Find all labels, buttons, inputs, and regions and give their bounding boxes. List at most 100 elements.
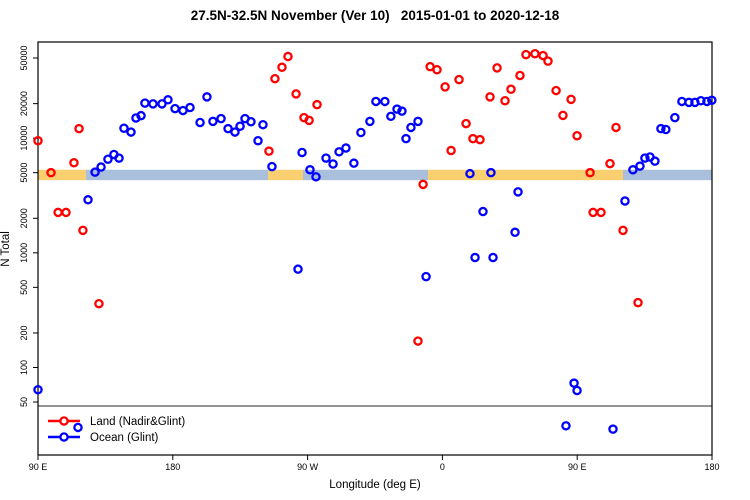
data-point-land [551,85,561,96]
data-point-ocean [195,117,205,128]
data-point-land [432,64,442,75]
data-point-ocean [640,153,650,163]
x-tick-label: 180 [165,462,180,472]
data-point-ocean [328,159,338,169]
y-tick-label: 20000 [19,91,29,116]
data-point-ocean [73,422,83,433]
data-point-ocean [140,98,150,108]
data-point-land [454,74,464,85]
data-point-ocean [510,227,520,238]
data-point-ocean [365,116,375,127]
data-point-land [611,122,621,133]
data-point-ocean [90,167,100,177]
plot-border [37,41,713,456]
data-point-land [418,179,428,190]
data-point-land [588,207,598,218]
data-point-ocean [421,271,431,282]
data-point-ocean [684,97,694,108]
data-point-ocean [96,162,106,172]
data-point-ocean [235,121,245,131]
data-point-ocean [656,123,666,134]
data-point-ocean [148,99,158,109]
data-point-ocean [386,111,396,122]
data-point-land [475,134,485,145]
data-point-land [618,225,628,236]
data-point-ocean [297,147,307,158]
data-point-ocean [356,127,366,138]
data-point-land [566,94,576,105]
data-point-ocean [401,133,411,144]
legend-label-ocean: Ocean (Glint) [90,432,159,444]
data-point-ocean [569,378,579,388]
data-point-land [304,115,314,126]
data-point-land [530,48,540,59]
y-tick-label: 5000 [19,163,29,183]
data-point-land [538,50,548,61]
data-point-ocean [702,96,712,107]
legend-marker-ocean [59,432,69,442]
data-point-ocean [136,110,146,121]
data-point-ocean [465,168,475,179]
y-tick-label: 200 [19,325,29,340]
band-segment-ocean [302,169,429,181]
data-point-land [558,110,568,121]
data-point-land [312,99,322,110]
data-point-ocean [371,96,381,107]
data-point-ocean [208,116,218,127]
data-point-land [572,130,582,141]
data-point-ocean [321,153,331,163]
data-point-ocean [267,161,277,172]
data-point-land [61,207,71,218]
data-point-land [94,298,104,309]
data-point-ocean [33,384,43,395]
data-point-land [78,225,88,236]
x-axis-title: Longitude (deg E) [329,479,421,491]
band-segment-ocean [85,169,269,181]
data-point-land [633,297,643,308]
data-point-land [485,92,495,102]
data-point-ocean [661,124,671,135]
data-point-ocean [478,206,488,217]
band-segment-land [268,169,303,181]
x-tick-label: 0 [440,462,445,472]
data-point-ocean [341,143,351,153]
data-point-land [74,123,84,134]
x-tick-label: 90 W [297,462,319,472]
data-point-land [53,207,63,218]
data-point-land [413,336,423,346]
x-tick-label: 180 [704,462,719,472]
data-point-land [33,135,43,146]
data-point-land [492,63,502,73]
data-point-land [446,145,456,156]
data-point-land [277,62,287,73]
data-point-ocean [707,95,717,106]
data-point-ocean [83,195,93,205]
data-point-land [506,84,516,94]
data-point-ocean [486,167,496,178]
data-point-ocean [311,172,321,182]
y-tick-label: 1000 [19,243,29,263]
data-point-ocean [119,123,129,133]
data-point-ocean [163,95,173,105]
data-point-ocean [114,153,124,163]
data-point-land [585,167,595,178]
data-point-ocean [126,127,136,137]
band-segment-land [38,169,86,181]
data-point-land [543,56,553,66]
data-point-ocean [635,161,645,171]
data-point-ocean [293,264,303,274]
data-point-ocean [305,165,315,175]
data-point-land [46,167,56,178]
data-point-ocean [216,113,226,124]
y-tick-label: 500 [19,280,29,295]
data-point-ocean [670,112,680,123]
data-point-land [440,82,450,92]
data-point-ocean [397,106,407,116]
data-point-ocean [650,156,660,166]
band-segment-land [428,169,624,181]
x-tick-label: 90 E [568,462,587,472]
y-tick-label: 2000 [19,208,29,228]
data-point-ocean [561,421,571,431]
data-point-ocean [349,158,359,168]
